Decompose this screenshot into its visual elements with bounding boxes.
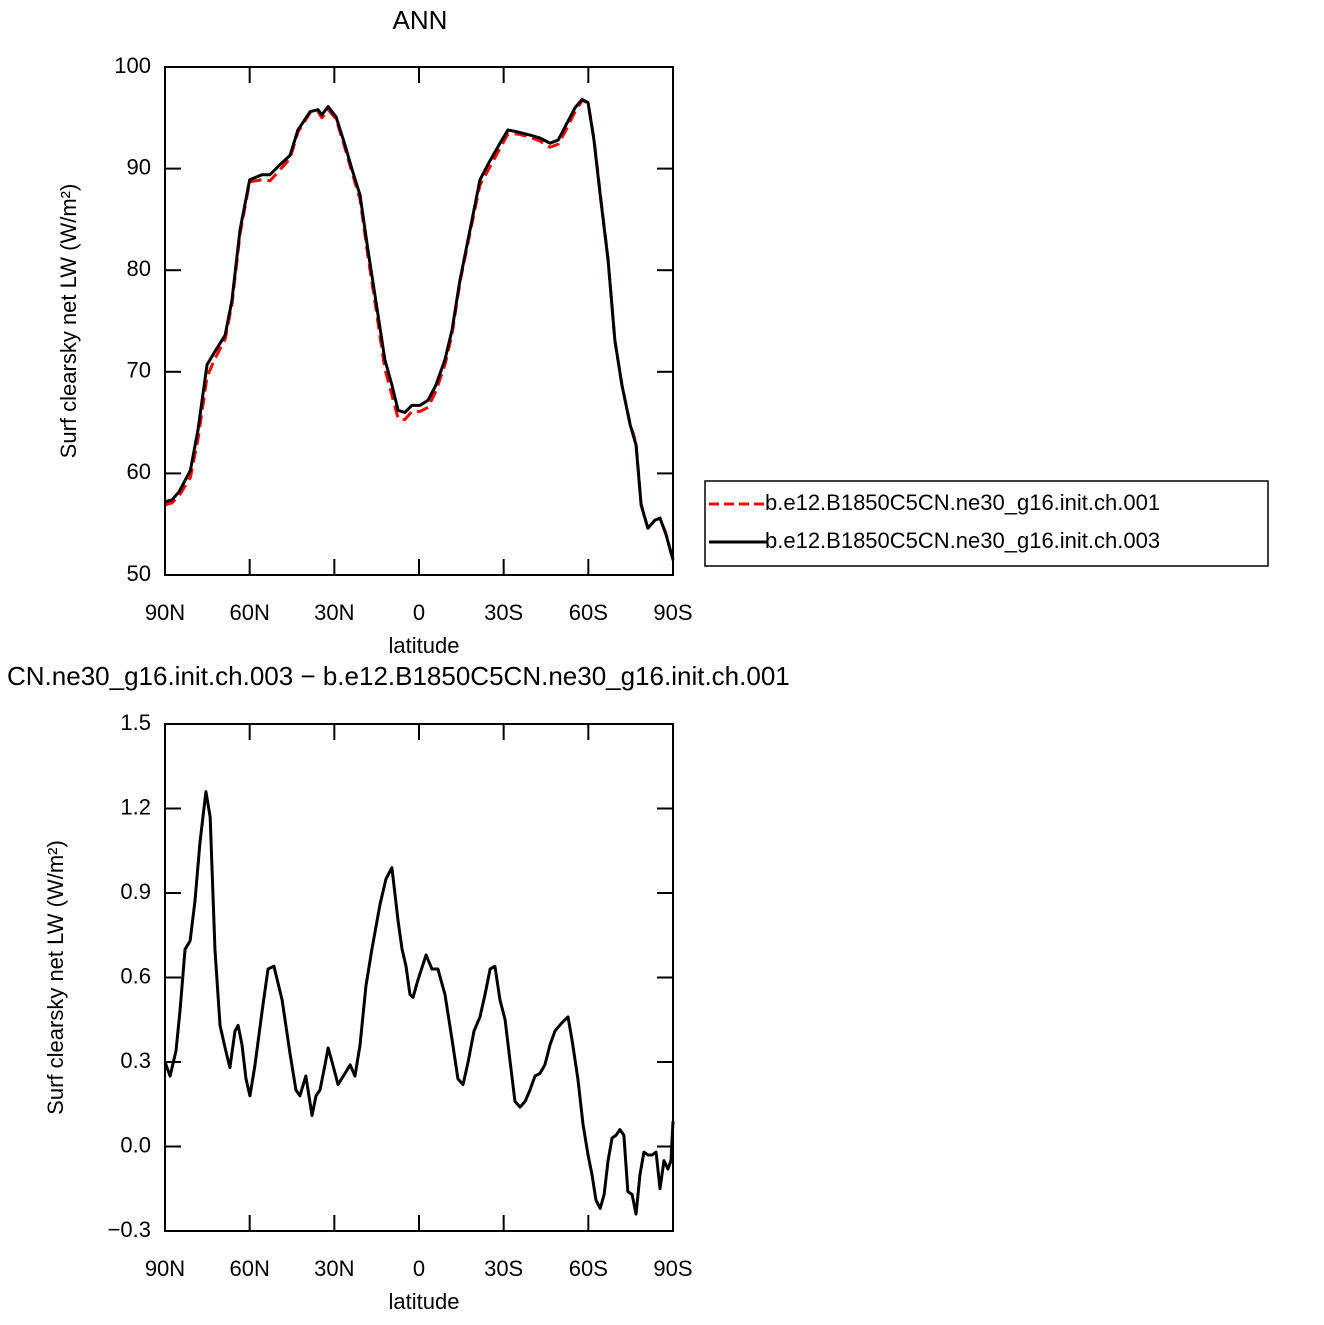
x-tick-label: 60S	[569, 1256, 608, 1281]
y-tick-label: 100	[114, 53, 151, 78]
y-tick-label: 80	[127, 256, 151, 281]
y-tick-label: 0.6	[120, 963, 151, 988]
legend-box	[704, 480, 1269, 567]
data-line	[164, 99, 675, 562]
y-tick-label: 0.9	[120, 879, 151, 904]
y-tick-label: 90	[127, 154, 151, 179]
data-line	[164, 98, 675, 561]
x-tick-label: 90N	[145, 600, 185, 625]
legend-label: b.e12.B1850C5CN.ne30_g16.init.ch.001	[765, 490, 1160, 515]
x-tick-label: 30N	[314, 1256, 354, 1281]
y-tick-label: 50	[127, 561, 151, 586]
x-tick-label: 30N	[314, 600, 354, 625]
x-tick-label: 60S	[569, 600, 608, 625]
legend-label: b.e12.B1850C5CN.ne30_g16.init.ch.003	[765, 528, 1160, 553]
y-tick-label: −0.3	[108, 1217, 151, 1242]
x-tick-label: 90S	[653, 1256, 692, 1281]
y-tick-label: 70	[127, 358, 151, 383]
y-tick-label: 0.3	[120, 1048, 151, 1073]
y-axis-label: Surf clearsky net LW (W/m²)	[43, 840, 68, 1115]
chart-title: ANN	[393, 5, 448, 35]
y-tick-label: 60	[127, 459, 151, 484]
plot-frame	[164, 66, 674, 576]
x-tick-label: 60N	[229, 600, 269, 625]
y-tick-label: 1.2	[120, 794, 151, 819]
x-tick-label: 90N	[145, 1256, 185, 1281]
y-axis-label: Surf clearsky net LW (W/m²)	[56, 184, 81, 459]
x-tick-label: 0	[413, 1256, 425, 1281]
y-tick-label: 0.0	[120, 1132, 151, 1157]
x-tick-label: 90S	[653, 600, 692, 625]
chart-title: CN.ne30_g16.init.ch.003 − b.e12.B1850C5C…	[7, 661, 790, 691]
x-tick-label: 60N	[229, 1256, 269, 1281]
x-axis-label: latitude	[389, 1289, 460, 1314]
data-line	[163, 790, 675, 1216]
x-axis-label: latitude	[389, 633, 460, 658]
x-tick-label: 0	[413, 600, 425, 625]
x-tick-label: 30S	[484, 600, 523, 625]
y-tick-label: 1.5	[120, 710, 151, 735]
x-tick-label: 30S	[484, 1256, 523, 1281]
